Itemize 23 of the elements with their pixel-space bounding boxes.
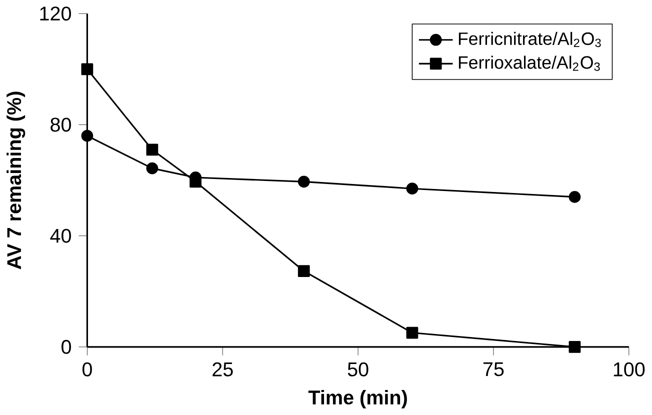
y-tick-label: 0 bbox=[62, 340, 71, 354]
x-axis-title: Time (min) bbox=[308, 390, 407, 408]
point bbox=[81, 130, 94, 142]
point bbox=[298, 265, 310, 278]
point bbox=[568, 190, 581, 203]
legend-label: Ferrioxalate/Al$_{2}$O$_{3}$ bbox=[458, 56, 600, 71]
point bbox=[568, 340, 581, 353]
y-tick-label: 40 bbox=[50, 228, 71, 243]
x-tick-label: 100 bbox=[614, 362, 645, 376]
y-axis-title: AV 7 remaining (%) bbox=[6, 92, 26, 270]
y-tick-label: 80 bbox=[50, 118, 71, 132]
x-tick-label: 0 bbox=[82, 362, 92, 376]
x-tick-label: 75 bbox=[483, 362, 504, 376]
point bbox=[406, 182, 418, 195]
point bbox=[146, 144, 158, 156]
point bbox=[406, 326, 418, 339]
legend-label: Ferricnitrate/Al$_{2}$O$_{3}$ bbox=[458, 32, 601, 48]
point bbox=[298, 176, 310, 188]
point bbox=[81, 63, 94, 76]
point bbox=[146, 162, 158, 174]
x-tick-label: 25 bbox=[212, 362, 233, 376]
y-tick-label: 120 bbox=[40, 6, 71, 21]
x-tick-label: 50 bbox=[348, 362, 368, 376]
